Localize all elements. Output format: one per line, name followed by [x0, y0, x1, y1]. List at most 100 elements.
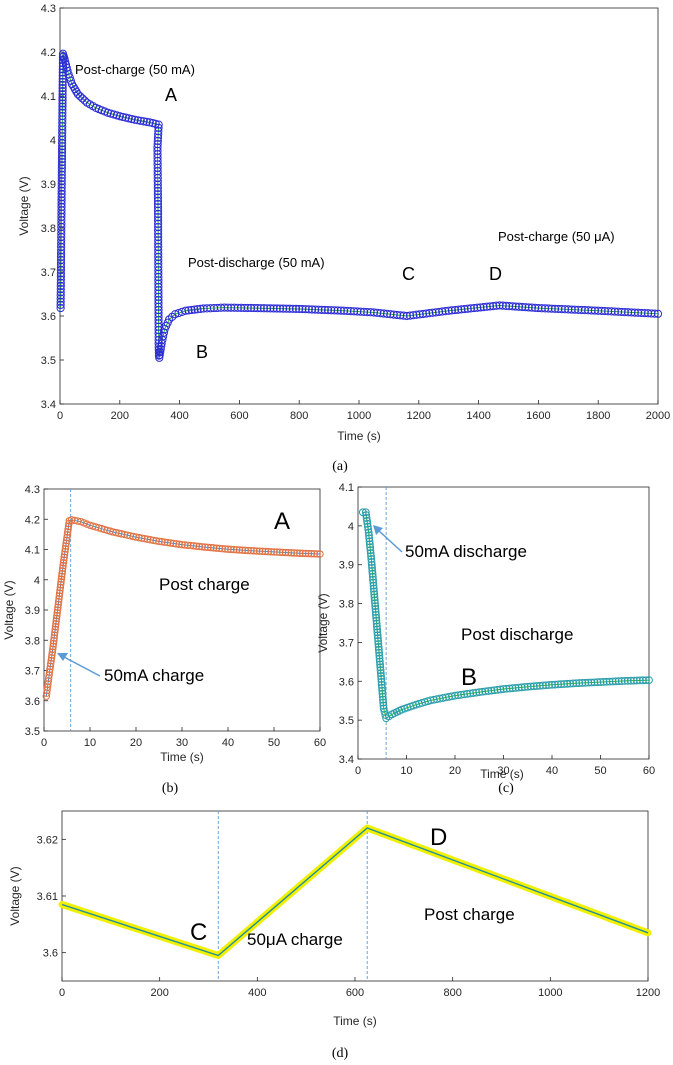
panel-a-data-point	[57, 177, 66, 186]
panel-a-data-point	[233, 303, 242, 312]
panel-a-data-point	[594, 306, 603, 315]
panel-a-data-point	[154, 269, 163, 278]
panel-c-marks	[358, 487, 653, 759]
panel-a-y-tick-label: 4	[50, 135, 56, 147]
panel-b-data-point	[49, 639, 58, 648]
panel-a-data-point	[653, 309, 663, 318]
panel-a-data-point	[154, 236, 163, 245]
panel-b-data-point	[60, 553, 68, 561]
panel-a-data-point	[154, 120, 163, 129]
panel-a-data-point	[577, 305, 586, 315]
panel-b-data-point	[49, 642, 57, 651]
panel-b-data-point	[163, 538, 172, 547]
panel-a-data-point	[58, 111, 67, 121]
panel-c-data-point	[364, 528, 373, 537]
panel-a-data-point	[346, 307, 355, 316]
panel-a-data-point	[56, 303, 65, 313]
panel-c-data-point	[365, 534, 374, 543]
panel-c-data-point	[375, 651, 384, 660]
panel-a-annotation-a: A	[165, 85, 177, 105]
panel-c-data-point	[636, 676, 644, 685]
panel-a-data-point	[196, 304, 205, 313]
panel-a-data-point	[154, 262, 163, 272]
panel-c-data-point	[523, 682, 532, 691]
panel-a-data-point	[153, 180, 162, 189]
panel-b-data-point	[54, 598, 63, 606]
panel-a-y-tick-label: 4.1	[41, 91, 56, 103]
panel-b-data-point	[51, 628, 59, 637]
panel-d-y-tick-label: 3.62	[37, 834, 58, 846]
panel-a-annotation-post-charge: Post-charge (50 mA)	[75, 62, 195, 77]
panel-c-data-point	[445, 692, 453, 701]
panel-a-data-point	[311, 305, 320, 314]
panel-b-data-point	[224, 545, 232, 553]
panel-a-x-tick-label: 1400	[466, 410, 490, 422]
panel-d-series-line	[61, 827, 649, 957]
panel-a-data-point	[154, 292, 163, 301]
panel-a-data-point	[154, 127, 163, 136]
panel-a-data-point	[56, 272, 65, 281]
panel-a-data-point	[154, 232, 163, 242]
panel-d-annotation-50ua-charge: 50μA charge	[247, 930, 343, 949]
panel-c-data-point	[370, 590, 379, 599]
panel-a-data-point	[250, 303, 259, 313]
panel-c-data-point	[478, 687, 487, 696]
panel-a-data-point	[57, 142, 67, 151]
panel-b-data-point	[56, 583, 65, 592]
panel-b-annotation-post-charge: Post charge	[159, 575, 250, 594]
panel-b-data-point	[209, 544, 218, 552]
panel-c-data-point	[481, 687, 490, 696]
panel-c-data-point	[378, 692, 387, 701]
panel-a-data-point	[57, 164, 66, 173]
panel-a-data-point	[220, 303, 229, 312]
panel-a-y-tick-label: 3.5	[41, 355, 56, 367]
panel-c-plot-area	[357, 486, 650, 760]
panel-a-data-point	[154, 259, 163, 268]
panel-c-data-point	[363, 517, 371, 525]
panel-a-y-tick-label: 4.3	[41, 3, 56, 15]
panel-a-data-point	[156, 344, 165, 354]
panel-d-x-tick-label: 0	[59, 987, 65, 999]
panel-a-data-point	[223, 303, 232, 312]
panel-a-data-point	[58, 52, 68, 61]
panel-b-data-point	[52, 620, 60, 628]
panel-b-y-tick-label: 4	[34, 575, 40, 587]
panel-a-data-point	[154, 319, 163, 328]
panel-a-data-point	[647, 309, 656, 318]
panel-a-data-point	[473, 303, 482, 312]
panel-b-data-point	[64, 522, 73, 531]
panel-a-data-point	[154, 272, 163, 282]
panel-a-data-point	[56, 252, 66, 261]
panel-a-data-point	[154, 252, 163, 262]
panel-a-data-point	[259, 304, 269, 313]
panel-c-data-point	[426, 696, 435, 705]
panel-a-data-point	[441, 307, 450, 316]
panel-b-x-label: Time (s)	[160, 750, 204, 764]
panel-c-data-point	[490, 686, 499, 695]
panel-b-marks	[42, 489, 324, 731]
panel-a-annotation-post-charge-ua: Post-charge (50 μA)	[498, 229, 615, 244]
panel-c-data-point	[369, 584, 378, 593]
panel-b-y-tick-label: 4.3	[25, 484, 40, 496]
panel-a-data-point	[157, 342, 166, 351]
panel-b-data-point	[215, 544, 224, 553]
panel-a-data-point	[57, 199, 66, 208]
panel-a-data-point	[154, 249, 163, 258]
panel-c-data-point	[593, 678, 602, 687]
panel-c-data-point	[578, 679, 587, 687]
panel-b-data-point	[207, 543, 215, 552]
panel-b-data-point	[52, 614, 61, 623]
panel-a-data-point	[57, 183, 66, 192]
panel-a-data-point	[336, 306, 345, 315]
panel-a-data-point	[330, 306, 339, 315]
panel-b-data-point	[184, 541, 192, 549]
panel-a-data-point	[272, 304, 281, 313]
panel-b-data-point	[58, 567, 67, 575]
panel-c-y-tick-label: 3.4	[339, 754, 354, 766]
panel-c-data-point	[372, 613, 381, 622]
panel-a-data-point	[153, 136, 162, 146]
panel-c-y-tick-label: 3.7	[339, 637, 354, 649]
panel-a-data-point	[154, 309, 163, 318]
panel-b-data-point	[175, 540, 183, 548]
panel-c-data-point	[542, 681, 550, 690]
